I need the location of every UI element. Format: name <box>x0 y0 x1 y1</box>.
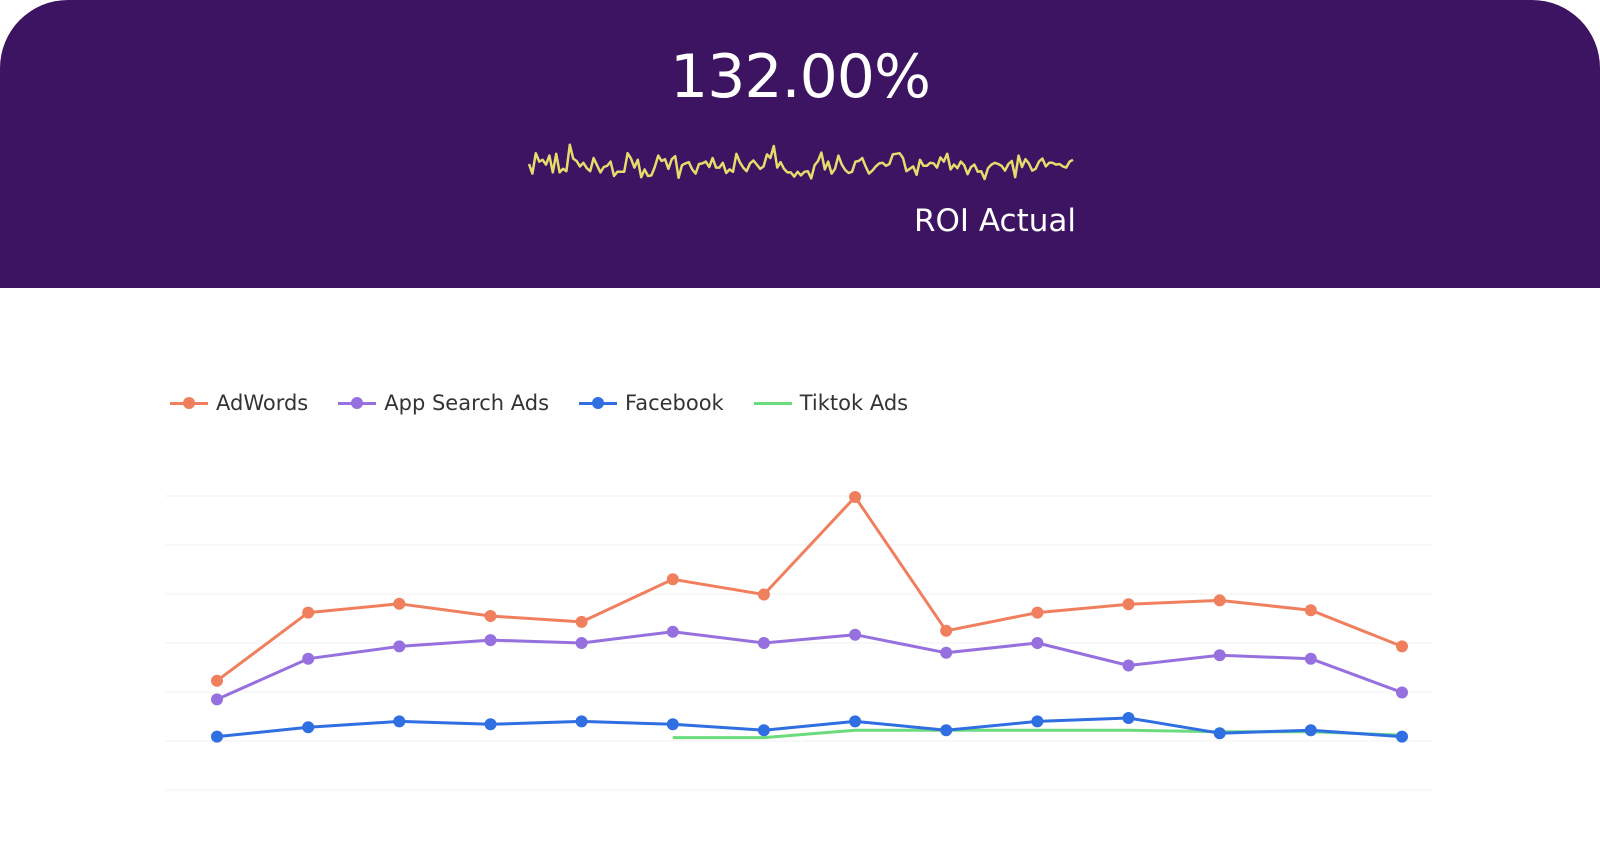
legend-item-facebook[interactable]: Facebook <box>579 391 724 415</box>
data-point-app-search-ads[interactable] <box>393 640 406 653</box>
legend-label-tiktok-ads: Tiktok Ads <box>799 391 909 415</box>
data-point-facebook[interactable] <box>940 724 953 737</box>
legend-dot <box>592 397 605 409</box>
series-line-facebook <box>216 716 1403 739</box>
legend-dot <box>183 397 195 409</box>
chart-series <box>211 491 1408 743</box>
legend-dot <box>351 397 364 409</box>
kpi-label: ROI Actual <box>913 203 1076 239</box>
series-line-app-search-ads <box>216 630 1403 701</box>
series-facebook <box>211 712 1408 743</box>
data-point-app-search-ads[interactable] <box>211 693 223 706</box>
data-point-facebook[interactable] <box>1396 730 1408 743</box>
data-point-facebook[interactable] <box>1213 727 1226 740</box>
data-point-facebook[interactable] <box>393 715 406 728</box>
data-point-facebook[interactable] <box>757 724 770 737</box>
legend-item-tiktok-ads[interactable]: Tiktok Ads <box>753 391 909 415</box>
roi-sparkline <box>527 143 1074 181</box>
data-point-adwords[interactable] <box>1031 606 1044 619</box>
data-point-adwords[interactable] <box>666 573 679 586</box>
data-point-app-search-ads[interactable] <box>575 637 588 649</box>
data-point-facebook[interactable] <box>666 718 679 731</box>
legend-label-app-search-ads: App Search Ads <box>384 391 550 415</box>
data-point-adwords[interactable] <box>484 610 497 622</box>
data-point-facebook[interactable] <box>849 715 862 728</box>
legend-marker-adwords <box>170 396 208 410</box>
kpi-value: 132.00% <box>670 42 931 112</box>
data-point-facebook[interactable] <box>1122 712 1135 724</box>
data-point-adwords[interactable] <box>1304 604 1317 617</box>
kpi-header: 132.00% ROI Actual <box>0 0 1600 288</box>
legend-marker-app-search-ads <box>338 396 377 410</box>
data-point-app-search-ads[interactable] <box>1304 652 1317 665</box>
data-point-app-search-ads[interactable] <box>1031 637 1044 649</box>
legend-line <box>753 402 792 405</box>
data-point-app-search-ads[interactable] <box>849 628 862 641</box>
data-point-adwords[interactable] <box>302 606 315 619</box>
data-point-adwords[interactable] <box>211 674 223 687</box>
legend-item-adwords[interactable]: AdWords <box>170 391 308 415</box>
data-point-adwords[interactable] <box>940 624 953 637</box>
data-point-facebook[interactable] <box>1304 724 1317 737</box>
chart-grid <box>165 495 1432 791</box>
data-point-facebook[interactable] <box>484 718 497 731</box>
data-point-app-search-ads[interactable] <box>666 625 679 638</box>
legend-marker-facebook <box>579 396 618 410</box>
data-point-adwords[interactable] <box>393 597 406 610</box>
legend-item-app-search-ads[interactable]: App Search Ads <box>338 391 549 415</box>
data-point-adwords[interactable] <box>849 491 862 503</box>
data-point-adwords[interactable] <box>575 615 588 628</box>
data-point-app-search-ads[interactable] <box>302 652 315 665</box>
data-point-facebook[interactable] <box>1031 715 1044 728</box>
data-point-adwords[interactable] <box>757 588 770 601</box>
chart-legend: AdWords App Search Ads Facebook Tiktok A… <box>170 388 938 418</box>
series-adwords <box>211 491 1408 687</box>
data-point-adwords[interactable] <box>1213 594 1226 607</box>
data-point-app-search-ads[interactable] <box>1396 686 1408 699</box>
data-point-app-search-ads[interactable] <box>940 646 953 659</box>
data-point-adwords[interactable] <box>1396 640 1408 653</box>
data-point-facebook[interactable] <box>302 721 315 734</box>
data-point-facebook[interactable] <box>211 730 223 743</box>
data-point-app-search-ads[interactable] <box>484 634 497 647</box>
data-point-app-search-ads[interactable] <box>757 637 770 649</box>
legend-label-facebook: Facebook <box>625 391 724 415</box>
data-point-facebook[interactable] <box>575 715 588 728</box>
series-line-adwords <box>216 495 1403 682</box>
legend-label-adwords: AdWords <box>216 391 309 415</box>
data-point-app-search-ads[interactable] <box>1122 659 1135 672</box>
legend-marker-tiktok-ads <box>753 396 792 410</box>
series-app-search-ads <box>211 625 1408 706</box>
data-point-adwords[interactable] <box>1122 598 1135 611</box>
sparkline-path <box>527 143 1074 181</box>
data-point-app-search-ads[interactable] <box>1213 649 1226 662</box>
